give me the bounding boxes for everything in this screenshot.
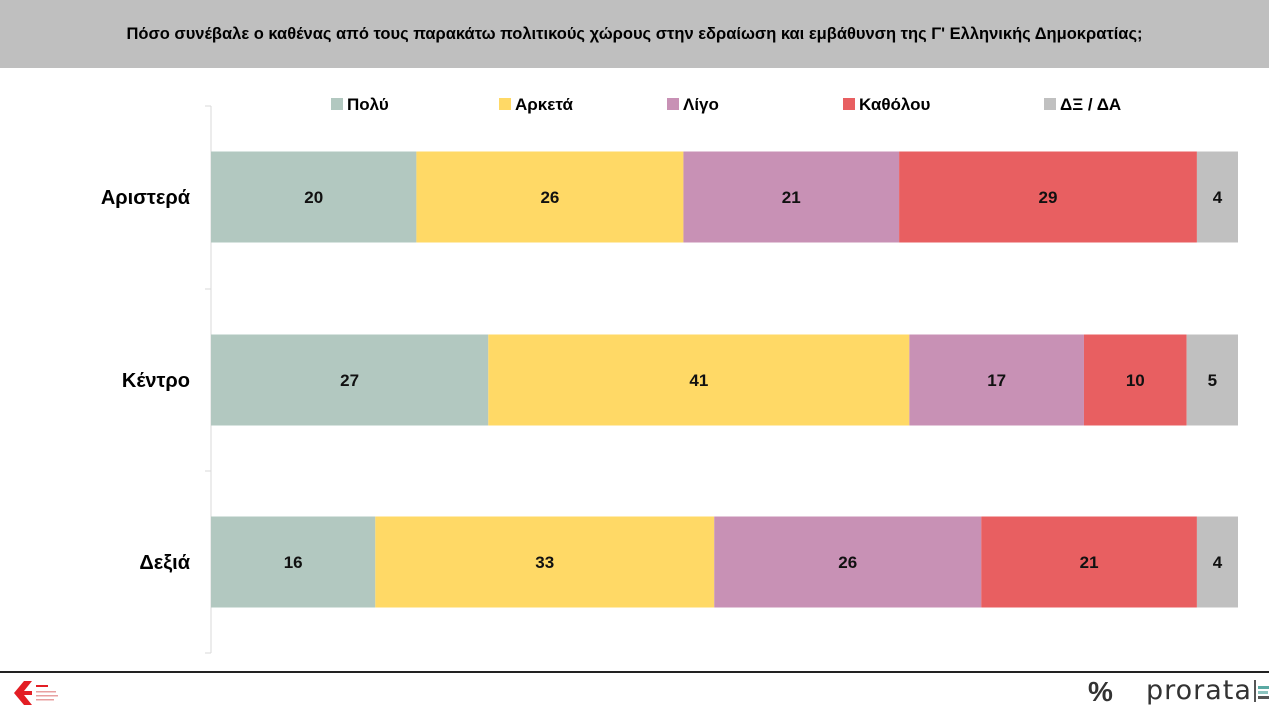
footer-divider xyxy=(0,671,1269,673)
bar-segment xyxy=(981,516,1197,608)
header-bar: Πόσο συνέβαλε ο καθένας από τους παρακάτ… xyxy=(0,0,1269,68)
data-label: 10 xyxy=(1126,371,1145,390)
bar-segment xyxy=(488,334,910,426)
logo-mark-icon xyxy=(14,681,32,705)
bar-segment xyxy=(375,516,715,608)
legend-swatch xyxy=(331,98,343,110)
legend-item: ΔΞ / ΔΑ xyxy=(1044,95,1121,114)
legend-swatch xyxy=(1044,98,1056,110)
data-label: 16 xyxy=(284,553,303,572)
logo-text-line xyxy=(36,685,48,687)
bar-segment xyxy=(909,334,1084,426)
legend-item: Αρκετά xyxy=(499,95,573,114)
data-label: 27 xyxy=(340,371,359,390)
legend-swatch xyxy=(843,98,855,110)
page-title: Πόσο συνέβαλε ο καθένας από τους παρακάτ… xyxy=(126,24,1143,43)
percent-logo-text: % xyxy=(1088,676,1113,707)
legend-label: Καθόλου xyxy=(859,95,931,114)
bar-segment xyxy=(211,516,376,608)
data-label: 4 xyxy=(1213,553,1223,572)
data-label: 21 xyxy=(1080,553,1099,572)
chart-bars: 20 26 21 29 4 27 41 17 10 5 16 33 26 21 4 xyxy=(211,151,1238,608)
data-label: 20 xyxy=(304,188,323,207)
bar-segment xyxy=(211,334,489,426)
legend-label: Λίγο xyxy=(683,95,719,114)
percent-logo: % xyxy=(1088,676,1113,708)
data-label: 29 xyxy=(1039,188,1058,207)
data-label: 26 xyxy=(540,188,559,207)
data-label: 26 xyxy=(838,553,857,572)
legend-swatch xyxy=(667,98,679,110)
bar-segment xyxy=(899,151,1197,243)
bar-segment xyxy=(1083,334,1187,426)
data-label: 21 xyxy=(782,188,801,207)
legend-item: Πολύ xyxy=(331,95,389,114)
bar-segment xyxy=(1196,516,1238,608)
prorata-bars-icon xyxy=(1253,679,1269,702)
legend-item: Λίγο xyxy=(667,95,719,114)
logo-text-line xyxy=(36,699,54,701)
logo-text-line xyxy=(36,695,58,697)
bar-segment xyxy=(1186,334,1238,426)
category-label: Αριστερά xyxy=(101,187,191,209)
logo-left xyxy=(14,681,58,705)
category-label: Δεξιά xyxy=(139,552,190,574)
legend-label: Αρκετά xyxy=(515,95,573,114)
legend-label: Πολύ xyxy=(347,95,389,114)
legend-item: Καθόλου xyxy=(843,95,931,114)
bar-segment xyxy=(714,516,982,608)
data-label: 5 xyxy=(1208,371,1217,390)
data-label: 4 xyxy=(1213,188,1223,207)
legend-label: ΔΞ / ΔΑ xyxy=(1060,95,1121,114)
legend-swatch xyxy=(499,98,511,110)
prorata-logo-text: prorata xyxy=(1146,675,1252,706)
data-label: 41 xyxy=(689,371,708,390)
prorata-logo: prorata xyxy=(1146,675,1269,706)
bar-segment xyxy=(683,151,900,243)
category-label: Κέντρο xyxy=(122,370,190,392)
bar-segment xyxy=(1196,151,1238,243)
data-label: 17 xyxy=(987,371,1006,390)
bar-segment xyxy=(211,151,417,243)
chart-legend: Πολύ Αρκετά Λίγο Καθόλου ΔΞ / ΔΑ xyxy=(331,95,1121,114)
data-label: 33 xyxy=(535,553,554,572)
bar-segment xyxy=(416,151,684,243)
category-axis: Αριστερά Κέντρο Δεξιά xyxy=(101,105,212,654)
logo-text-line xyxy=(36,691,56,693)
stacked-bar-chart: Πολύ Αρκετά Λίγο Καθόλου ΔΞ / ΔΑ Αριστερά Κέν… xyxy=(101,95,1238,654)
